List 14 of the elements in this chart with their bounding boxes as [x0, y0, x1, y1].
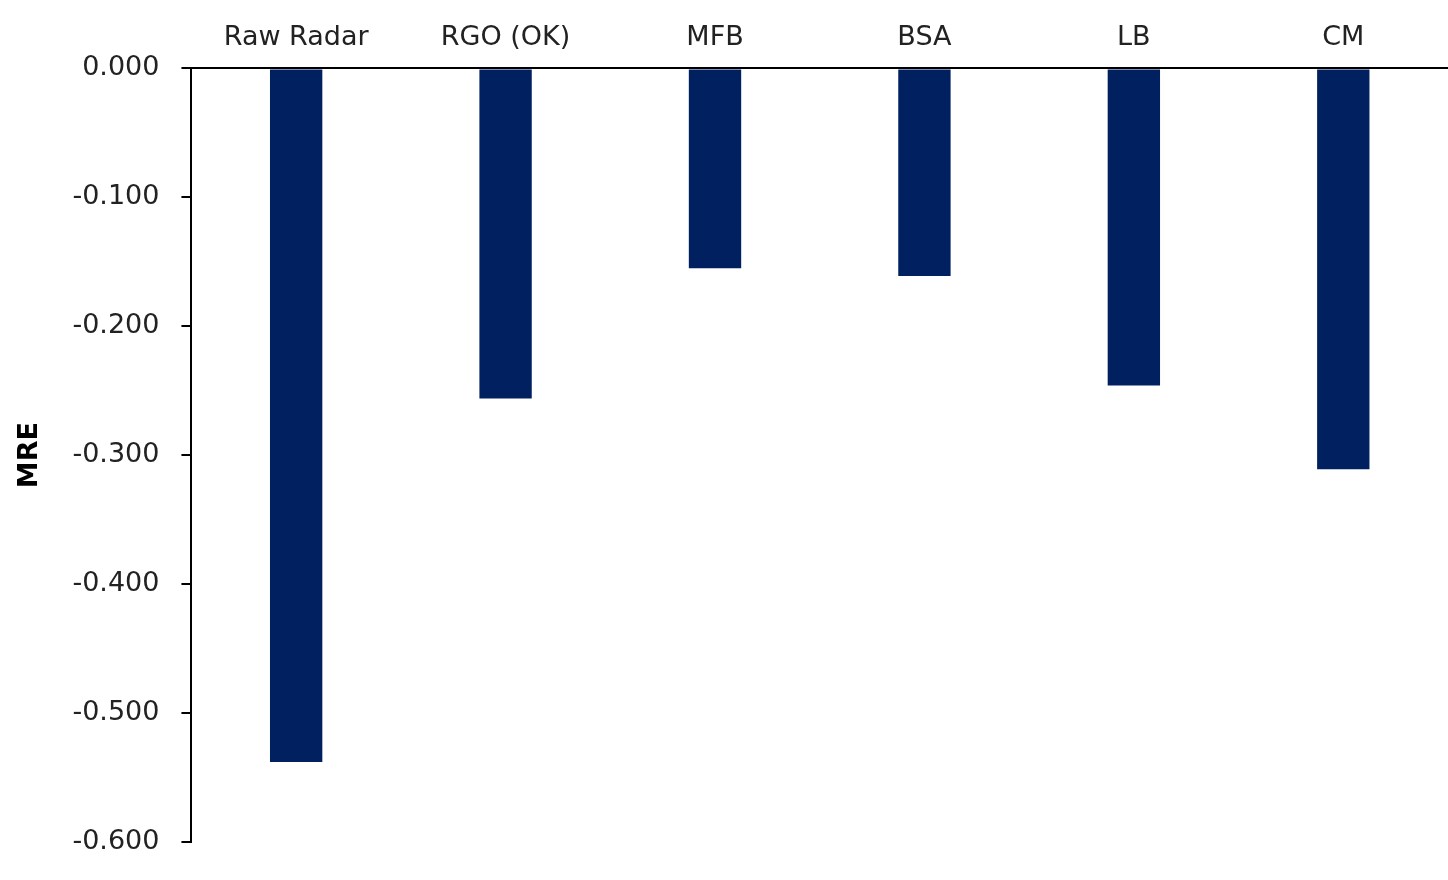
x-tick-label: Raw Radar: [223, 20, 370, 52]
x-tick-label: MFB: [686, 20, 744, 52]
x-tick-label: LB: [1117, 20, 1151, 52]
x-tick-label: CM: [1322, 20, 1365, 52]
y-tick-label: -0.200: [72, 308, 160, 340]
x-tick-label: RGO (OK): [440, 20, 571, 52]
y-tick-label: -0.500: [72, 694, 160, 726]
y-tick-label: -0.600: [72, 823, 160, 855]
x-tick-label: BSA: [897, 20, 953, 52]
y-tick-label: -0.400: [72, 566, 160, 598]
y-axis-title: MRE: [12, 422, 44, 489]
y-tick-label: -0.300: [72, 437, 160, 469]
y-tick-label: -0.100: [72, 179, 160, 211]
y-tick-label: 0.000: [82, 50, 160, 82]
